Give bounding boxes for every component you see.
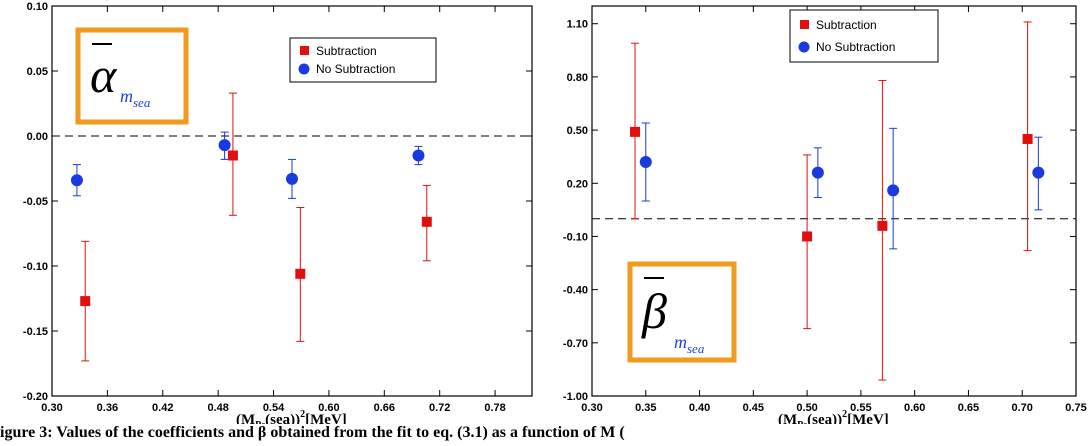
x-axis-label-mid: (sea)) <box>807 412 842 424</box>
x-tick-label: 0.72 <box>429 402 450 414</box>
x-axis-label-unit: [MeV] <box>847 412 889 424</box>
y-tick-label: -0.10 <box>563 231 588 243</box>
subtraction-point <box>227 150 238 161</box>
no-subtraction-point <box>887 184 900 197</box>
x-tick-label: 0.30 <box>581 402 602 414</box>
no-subtraction-point <box>639 156 652 168</box>
y-tick-label: 0.20 <box>567 178 588 190</box>
no-subtraction-point <box>286 172 298 185</box>
symbol-subsubscript: sea <box>133 95 151 110</box>
x-tick-label: 0.60 <box>904 402 925 414</box>
x-tick-label: 0.75 <box>1065 402 1086 414</box>
legend-marker-no-subtraction <box>798 41 810 53</box>
x-tick-label: 0.60 <box>318 402 339 414</box>
legend-box <box>289 37 437 83</box>
x-axis-label-mid: (sea)) <box>265 412 300 424</box>
x-tick-label: 0.50 <box>796 402 817 414</box>
no-subtraction-point <box>811 166 824 179</box>
x-tick-label: 0.48 <box>207 402 228 414</box>
x-axis-label-unit: [MeV] <box>305 412 347 424</box>
y-tick-label: 1.10 <box>567 19 588 31</box>
x-axis-label-sup: 2 <box>300 409 305 420</box>
y-tick-label: -0.40 <box>563 285 588 297</box>
x-axis-label-sub: Ps <box>255 420 265 424</box>
y-tick-label: -0.05 <box>23 196 48 208</box>
x-tick-label: 0.40 <box>689 402 710 414</box>
no-subtraction-point <box>412 149 425 162</box>
x-tick-label: 0.45 <box>743 402 764 414</box>
x-tick-label: 0.42 <box>152 402 173 414</box>
legend-marker-subtraction <box>800 20 809 29</box>
no-subtraction-point <box>218 139 231 152</box>
x-tick-label: 0.54 <box>263 402 285 414</box>
subtraction-point <box>295 268 306 279</box>
legend-marker-no-subtraction <box>298 63 310 75</box>
legend-marker-subtraction <box>300 46 309 55</box>
chart-panel-1: -0.20 -0.15 -0.10 -0.05 0.00 0.05 0.10 0.30 0.36… <box>23 1 533 424</box>
x-tick-label: 0.30 <box>41 402 62 414</box>
x-tick-label: 0.55 <box>850 402 871 414</box>
subtraction-point <box>80 296 91 307</box>
legend-label-no-subtraction: No Subtraction <box>316 62 395 76</box>
legend-label-subtraction: Subtraction <box>816 18 877 32</box>
symbol-subsubscript: sea <box>687 341 705 356</box>
x-tick-label: 0.70 <box>1012 402 1033 414</box>
legend-label-subtraction: Subtraction <box>316 44 377 58</box>
legend-label-no-subtraction: No Subtraction <box>816 40 895 54</box>
no-subtraction-point <box>70 174 83 187</box>
symbol-greek: β <box>641 283 667 339</box>
x-tick-label: 0.65 <box>958 402 979 414</box>
symbol-box <box>75 27 189 125</box>
symbol-box <box>627 261 737 363</box>
subtraction-point <box>421 216 432 227</box>
plot-frame <box>591 5 1077 397</box>
x-tick-label: 0.36 <box>97 402 118 414</box>
y-tick-label: -0.70 <box>563 338 588 350</box>
x-tick-label: 0.78 <box>484 402 505 414</box>
x-axis-label-sup: 2 <box>842 409 847 420</box>
x-axis-label: (MPs(sea))2[MeV] <box>778 409 889 424</box>
subtraction-point <box>1022 133 1033 144</box>
y-tick-label: 0.10 <box>27 1 48 13</box>
y-tick-label: 0.00 <box>27 131 48 143</box>
symbol-greek: α <box>90 47 118 103</box>
figure-caption: igure 3: Values of the coefficients and … <box>0 424 625 441</box>
legend-box <box>789 9 939 63</box>
y-tick-label: -0.10 <box>23 261 48 273</box>
x-tick-label: 0.35 <box>635 402 656 414</box>
x-axis-label-sub: Ps <box>797 420 807 424</box>
no-subtraction-point <box>1032 166 1045 179</box>
chart-panel-2: -1.00 -0.70 -0.40 -0.10 0.20 0.50 0.80 1.10 0.30… <box>563 5 1087 424</box>
y-tick-label: 0.80 <box>567 72 588 84</box>
y-tick-label: 0.50 <box>567 125 588 137</box>
x-tick-label: 0.66 <box>374 402 395 414</box>
figure-canvas: -0.20 -0.15 -0.10 -0.05 0.00 0.05 0.10 0.30 0.36… <box>23 1 1087 424</box>
y-tick-label: -0.20 <box>23 391 48 403</box>
subtraction-point <box>802 231 813 242</box>
y-tick-label: -1.00 <box>563 391 588 403</box>
x-axis-label: (MPs(sea))2[MeV] <box>236 409 347 424</box>
y-tick-label: -0.15 <box>23 326 48 338</box>
subtraction-point <box>630 126 641 137</box>
subtraction-point <box>877 220 888 231</box>
y-tick-label: 0.05 <box>27 66 48 78</box>
